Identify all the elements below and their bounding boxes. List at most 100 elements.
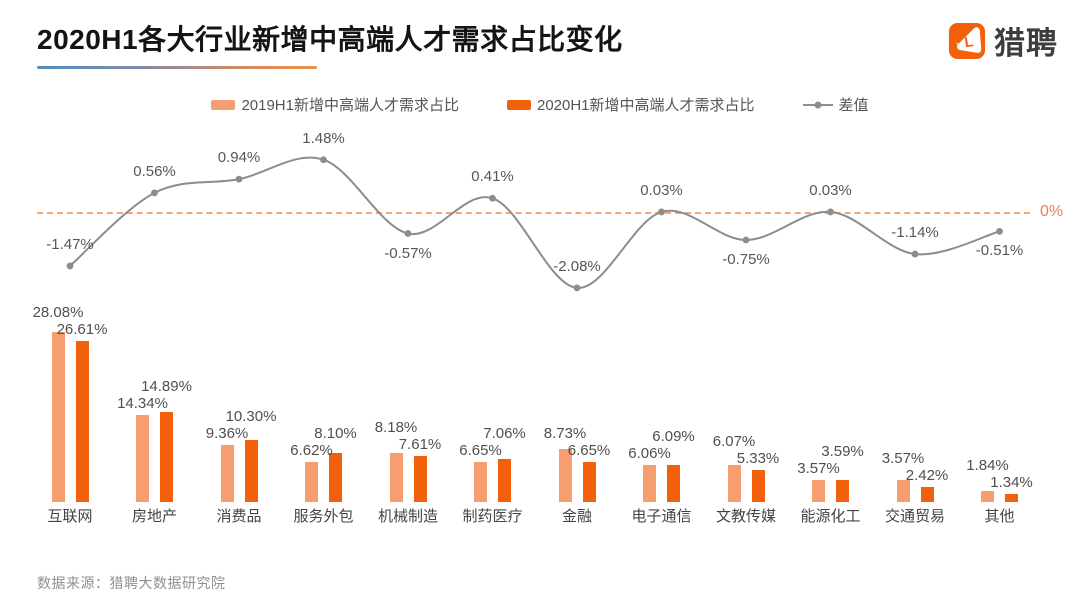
line-point-marker (489, 194, 496, 202)
legend-swatch-icon (506, 99, 531, 110)
zero-baseline-dashed-line (37, 212, 1030, 214)
bar-2020 (1005, 493, 1018, 502)
brand-logo: L 猎聘 (948, 18, 1058, 63)
bar-value-2020: 1.34% (990, 473, 1033, 491)
line-value-label: 0.03% (640, 181, 683, 199)
bar-2020 (498, 459, 511, 502)
bar-2019 (812, 480, 825, 502)
svg-text:L: L (964, 34, 975, 51)
bar-2019 (896, 480, 910, 502)
title-underline (37, 66, 317, 69)
bar-value-2020: 7.61% (398, 435, 442, 453)
line-point-marker (658, 208, 665, 216)
bar-2020 (836, 480, 849, 502)
line-point-marker (151, 189, 158, 197)
bar-2020 (582, 461, 596, 502)
legend-line-marker-icon (802, 101, 833, 108)
bar-2019 (389, 452, 403, 502)
bar-value-2020: 8.10% (314, 424, 357, 442)
bar-2019 (474, 461, 487, 502)
category-label: 金融 (561, 508, 593, 525)
bar-value-2019: 6.65% (459, 441, 502, 459)
bar-2019 (220, 445, 234, 502)
bar-value-2020: 5.33% (736, 449, 780, 467)
bar-value-2019: 9.36% (205, 425, 249, 443)
line-point-marker (66, 262, 74, 270)
line-value-label: 0.03% (809, 181, 852, 199)
category-label: 服务外包 (293, 508, 354, 525)
brand-name: 猎聘 (994, 26, 1058, 61)
bar-value-2019: 3.57% (881, 450, 925, 468)
bar-value-2020: 10.30% (225, 408, 277, 426)
bar-value-2019: 6.62% (290, 441, 333, 459)
liepin-logo-icon: L (948, 22, 986, 59)
bar-value-2019: 8.18% (374, 418, 418, 436)
bar-value-2020: 2.42% (905, 467, 949, 485)
bar-2020 (667, 465, 680, 502)
line-point-marker (404, 230, 412, 237)
line-value-label: -1.14% (891, 224, 939, 242)
data-source: 数据来源：猎聘大数据研究院 (37, 575, 226, 591)
legend-label: 2020H1新增中高端人才需求占比 (536, 97, 755, 114)
bar-value-2019: 1.84% (966, 456, 1009, 474)
legend-label: 2019H1新增中高端人才需求占比 (241, 97, 459, 114)
line-value-label: 0.56% (133, 162, 176, 180)
legend-item-diff-line: 差值 (802, 94, 869, 115)
line-value-label: -2.08% (553, 257, 601, 275)
bar-2019 (136, 415, 149, 502)
bar-2020 (413, 455, 427, 502)
bar-2019 (558, 449, 572, 502)
bar-value-2019: 6.06% (628, 445, 671, 463)
bar-value-2020: 6.09% (652, 428, 695, 446)
line-point-marker (911, 250, 919, 258)
line-value-label: 1.48% (302, 129, 345, 147)
category-label: 电子通信 (631, 508, 692, 525)
bar-value-2019: 6.07% (712, 432, 756, 450)
bar-2019 (643, 465, 656, 502)
category-label: 文教传媒 (715, 508, 777, 525)
bar-2019 (981, 490, 994, 502)
line-point-marker (996, 227, 1003, 235)
bar-value-2020: 14.89% (141, 378, 192, 396)
line-value-label: 0.41% (471, 168, 514, 186)
line-value-label: -0.75% (722, 251, 770, 268)
line-value-label: -1.47% (46, 235, 94, 253)
bar-2020 (329, 452, 342, 502)
bar-2020 (244, 439, 258, 502)
category-label: 其他 (984, 508, 1015, 525)
bar-value-2019: 3.57% (797, 460, 840, 478)
category-label: 交通贸易 (884, 508, 946, 525)
bar-2020 (160, 411, 173, 502)
bar-value-2020: 26.61% (56, 321, 108, 338)
line-value-label: -0.51% (975, 242, 1024, 260)
bar-value-2019: 14.34% (117, 395, 168, 413)
bar-2020 (751, 469, 765, 502)
bar-2020 (75, 341, 89, 502)
legend-item-bar-1: 2020H1新增中高端人才需求占比 (506, 94, 755, 115)
bar-value-2020: 3.59% (821, 443, 864, 461)
bar-value-2020: 6.65% (567, 441, 611, 459)
chart-legend: 2019H1新增中高端人才需求占比 2020H1新增中高端人才需求占比 差值 (0, 94, 1080, 115)
difference-line-chart (66, 156, 1003, 292)
bar-2020 (920, 487, 934, 502)
category-label: 制药医疗 (462, 508, 523, 525)
zero-baseline-label: 0% (1040, 203, 1064, 220)
line-value-label: -0.57% (384, 244, 432, 262)
line-point-marker (827, 208, 834, 216)
difference-line-path (69, 156, 1000, 289)
bar-2019 (305, 461, 318, 502)
legend-item-bar-0: 2019H1新增中高端人才需求占比 (211, 94, 459, 115)
bar-2019 (727, 465, 741, 502)
bar-value-2020: 7.06% (483, 424, 526, 442)
bar-value-2019: 8.73% (543, 424, 587, 442)
category-label: 房地产 (131, 508, 178, 525)
legend-dot-icon (814, 101, 822, 108)
category-label: 消费品 (216, 508, 262, 525)
legend-label: 差值 (838, 97, 869, 114)
category-label: 能源化工 (800, 508, 861, 525)
category-label: 机械制造 (377, 508, 439, 525)
line-point-marker (235, 175, 243, 183)
line-point-marker (573, 284, 581, 292)
page-title: 2020H1各大行业新增中高端人才需求占比变化 (37, 24, 623, 55)
